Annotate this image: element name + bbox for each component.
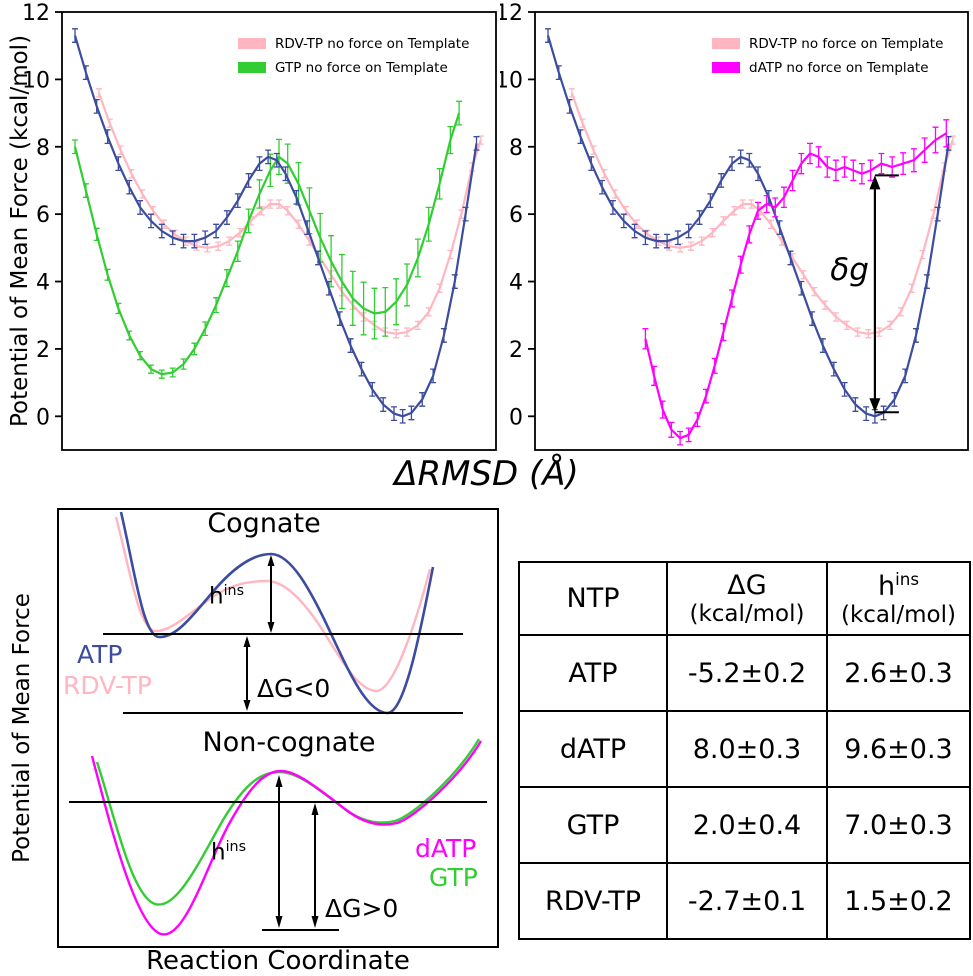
table-row: GTP 2.0±0.4 7.0±0.3 xyxy=(518,786,971,865)
legend-item: GTP no force on Template xyxy=(238,57,469,78)
dg-negative-label: ΔG<0 xyxy=(257,674,331,703)
noncognate-title: Non-cognate xyxy=(202,727,376,758)
hins-cell: 2.6±0.3 xyxy=(826,634,971,713)
dg-cell: 2.0±0.4 xyxy=(666,786,828,865)
gtp-noncognate-curve xyxy=(95,738,481,906)
atp-cognate-curve xyxy=(119,511,435,715)
svg-text:8: 8 xyxy=(36,136,50,161)
rdvtp-swatch-icon xyxy=(238,38,266,49)
legend-item: RDV-TP no force on Template xyxy=(238,33,469,54)
legend-label: GTP no force on Template xyxy=(275,59,448,76)
svg-text:δg: δg xyxy=(830,252,869,288)
svg-text:10: 10 xyxy=(500,68,523,93)
schematic-x-axis-label: Reaction Coordinate xyxy=(146,946,410,976)
datp-swatch-icon xyxy=(712,62,740,73)
legend-left-plot: RDV-TP no force on Template GTP no force… xyxy=(238,33,469,78)
dg-cell: -2.7±0.1 xyxy=(666,862,828,941)
legend-right-plot: RDV-TP no force on Template dATP no forc… xyxy=(712,33,943,78)
results-table: NTP ΔG (kcal/mol) hins (kcal/mol) ATP -5… xyxy=(518,560,971,941)
dg-arrow-cognate xyxy=(243,636,251,711)
schematic-panel: Cognate ATP RDV-TP hins ΔG<0 Non-cognate… xyxy=(57,508,499,948)
dg-cell: 8.0±0.3 xyxy=(666,710,828,789)
pmf-plot-gtp-vs-rdvtp: 0 2 4 6 8 10 12 xyxy=(22,1,497,451)
table-row: ATP -5.2±0.2 2.6±0.3 xyxy=(518,634,971,713)
svg-text:12: 12 xyxy=(22,1,50,26)
datp-label: dATP xyxy=(415,834,477,863)
x-axis-label-rmsd: ΔRMSD (Å) xyxy=(394,454,579,494)
legend-label: RDV-TP no force on Template xyxy=(275,35,470,52)
legend-label: RDV-TP no force on Template xyxy=(749,35,944,52)
svg-text:6: 6 xyxy=(36,203,50,228)
pmf-plot-datp-vs-rdvtp: 0 2 4 6 8 10 12 δg xyxy=(500,1,969,451)
svg-text:0: 0 xyxy=(36,405,50,430)
ntp-cell: RDV-TP xyxy=(518,862,668,941)
rdvtp-label: RDV-TP xyxy=(63,671,152,700)
hins-cell: 7.0±0.3 xyxy=(826,786,971,865)
ntp-cell: ATP xyxy=(518,634,668,713)
hins-cell: 9.6±0.3 xyxy=(826,710,971,789)
datp-noncognate-curve xyxy=(90,740,483,936)
gtp-swatch-icon xyxy=(238,62,266,73)
table-row: RDV-TP -2.7±0.1 1.5±0.2 xyxy=(518,862,971,941)
rdvtp-cognate-curve xyxy=(114,516,432,693)
table-header-row: NTP ΔG (kcal/mol) hins (kcal/mol) xyxy=(518,560,971,637)
cognate-title: Cognate xyxy=(207,508,321,539)
dg-arrow-noncognate xyxy=(311,803,319,928)
legend-item: dATP no force on Template xyxy=(712,57,943,78)
legend-item: RDV-TP no force on Template xyxy=(712,33,943,54)
svg-text:4: 4 xyxy=(509,271,523,296)
table-row: dATP 8.0±0.3 9.6±0.3 xyxy=(518,710,971,789)
svg-text:10: 10 xyxy=(22,68,50,93)
dg-positive-label: ΔG>0 xyxy=(325,894,399,923)
svg-text:4: 4 xyxy=(36,271,50,296)
svg-text:2: 2 xyxy=(36,338,50,363)
ntp-cell: dATP xyxy=(518,710,668,789)
dg-cell: -5.2±0.2 xyxy=(666,634,828,713)
ntp-cell: GTP xyxy=(518,786,668,865)
svg-text:8: 8 xyxy=(509,136,523,161)
svg-text:2: 2 xyxy=(509,338,523,363)
hins-cell: 1.5±0.2 xyxy=(826,862,971,941)
hins-arrow-cognate xyxy=(267,555,275,633)
hins-arrow-noncognate xyxy=(275,775,283,928)
col-header-dg: ΔG (kcal/mol) xyxy=(666,560,828,637)
gtp-label: GTP xyxy=(429,863,478,892)
schematic-y-axis-label: Potential of Mean Force xyxy=(9,593,35,863)
legend-label: dATP no force on Template xyxy=(749,59,929,76)
svg-text:0: 0 xyxy=(509,405,523,430)
svg-text:6: 6 xyxy=(509,203,523,228)
hins-label-noncognate: hins xyxy=(211,839,246,866)
col-header-ntp: NTP xyxy=(518,560,668,637)
hins-label-cognate: hins xyxy=(209,583,244,610)
svg-text:12: 12 xyxy=(500,1,523,26)
schematic-drawing xyxy=(69,511,487,936)
atp-label: ATP xyxy=(77,640,123,669)
col-header-hins: hins (kcal/mol) xyxy=(826,560,971,637)
rdvtp-swatch-icon xyxy=(712,38,740,49)
